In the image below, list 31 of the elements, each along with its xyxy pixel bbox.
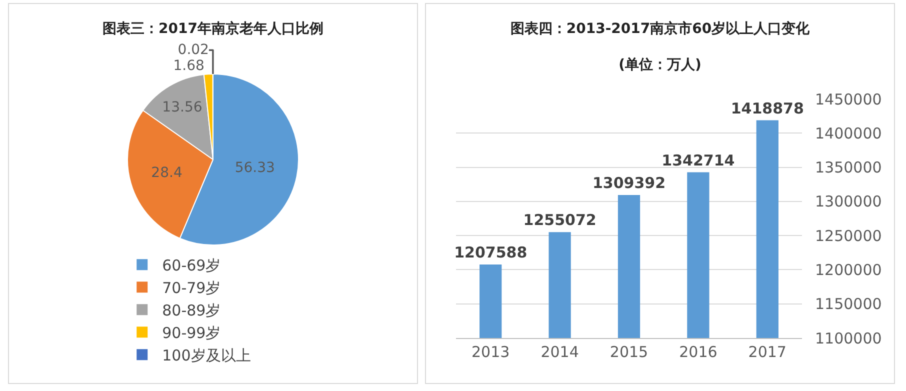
x-tick-label: 2014 [540,343,579,361]
y-tick-label: 1250000 [815,226,882,245]
y-tick-label: 1150000 [815,295,882,314]
y-tick-label: 1450000 [815,90,882,108]
y-tick-label: 1400000 [815,124,882,142]
data-label: 1342714 [662,151,735,170]
chart-title: 图表四：2013-2017南京市60岁以上人口变化 [510,20,811,37]
y-tick-label: 1300000 [815,192,882,211]
x-tick-label: 2013 [472,343,510,361]
data-label: 1207588 [454,244,528,262]
chart-title: 图表三：2017年南京老年人口比例 [102,20,324,37]
y-tick-label: 1100000 [815,329,882,348]
data-label: 1418878 [730,99,804,118]
x-tick-label: 2015 [610,343,648,361]
data-label: 28.4 [151,164,182,181]
data-label: 1309392 [592,174,666,192]
data-label: 13.56 [162,99,202,116]
legend-label: 100岁及以上 [162,346,251,365]
x-tick-label: 2017 [748,343,786,361]
legend-label: 70-79岁 [162,279,221,298]
data-label: 56.33 [234,160,275,176]
data-label: 1255072 [523,211,596,230]
data-label: 1.68 [173,58,204,74]
y-tick-label: 1350000 [815,158,882,177]
legend-label: 90-99岁 [162,324,221,342]
x-tick-label: 2016 [679,343,718,361]
data-label: 0.02 [178,42,209,58]
legend-label: 60-69岁 [162,256,221,275]
legend-label: 80-89岁 [162,302,221,320]
y-tick-label: 1200000 [815,260,882,279]
chart-subtitle: (单位：万人) [618,56,702,73]
